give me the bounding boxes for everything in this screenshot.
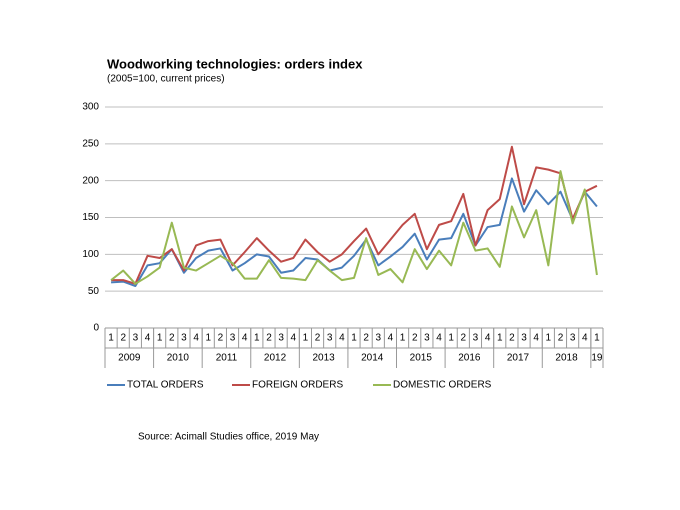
series-line: [111, 145, 598, 285]
x-tick-label: 2: [315, 333, 321, 344]
x-tick-label: 1: [157, 333, 163, 344]
year-label: 2011: [216, 353, 238, 364]
x-tick-label: 3: [278, 333, 284, 344]
x-tick-label: 3: [473, 333, 479, 344]
x-tick-label: 3: [376, 333, 382, 344]
year-label: 2009: [118, 353, 141, 364]
series-line: [111, 177, 598, 288]
x-tick-label: 2: [363, 333, 369, 344]
x-tick-label: 3: [230, 333, 236, 344]
x-tick-label: 4: [533, 333, 539, 344]
x-tick-label: 4: [485, 333, 491, 344]
y-tick-label: 250: [82, 138, 99, 149]
x-tick-label: 1: [497, 333, 503, 344]
x-tick-label: 1: [254, 333, 260, 344]
chart-title: Woodworking technologies: orders index: [107, 56, 363, 71]
x-tick-label: 2: [169, 333, 175, 344]
source-note: Source: Acimall Studies office, 2019 May: [138, 432, 319, 443]
y-tick-label: 0: [93, 323, 99, 334]
y-tick-label: 150: [82, 212, 99, 223]
x-tick-label: 1: [594, 333, 600, 344]
y-tick-label: 50: [88, 286, 100, 297]
chart-subtitle: (2005=100, current prices): [107, 74, 225, 85]
x-tick-label: 3: [327, 333, 333, 344]
x-tick-label: 2: [412, 333, 418, 344]
x-tick-label: 1: [400, 333, 406, 344]
x-tick-label: 4: [145, 333, 151, 344]
year-label: 2018: [555, 353, 578, 364]
legend-label: TOTAL ORDERS: [127, 380, 204, 391]
year-label: 2012: [264, 353, 287, 364]
x-tick-label: 4: [193, 333, 199, 344]
year-label: 2010: [167, 353, 190, 364]
x-tick-label: 3: [521, 333, 527, 344]
year-label: 2013: [313, 353, 336, 364]
x-tick-label: 1: [108, 333, 114, 344]
x-tick-label: 3: [133, 333, 139, 344]
x-tick-label: 4: [290, 333, 296, 344]
x-tick-label: 3: [570, 333, 576, 344]
x-tick-label: 2: [509, 333, 515, 344]
x-tick-label: 2: [558, 333, 564, 344]
legend-label: DOMESTIC ORDERS: [393, 380, 492, 391]
x-tick-label: 1: [546, 333, 552, 344]
legend-label: FOREIGN ORDERS: [252, 380, 343, 391]
x-tick-label: 4: [242, 333, 248, 344]
y-tick-label: 100: [82, 249, 99, 260]
year-label: 2017: [507, 353, 530, 364]
x-tick-label: 1: [205, 333, 211, 344]
series-line: [110, 170, 598, 285]
x-tick-label: 1: [351, 333, 357, 344]
x-tick-label: 3: [181, 333, 187, 344]
x-tick-label: 3: [424, 333, 430, 344]
x-tick-label: 2: [266, 333, 272, 344]
y-tick-label: 300: [82, 102, 99, 113]
year-label: 2015: [410, 353, 433, 364]
x-tick-label: 2: [461, 333, 467, 344]
x-tick-label: 2: [120, 333, 126, 344]
x-tick-label: 4: [388, 333, 394, 344]
year-label: 2016: [458, 353, 481, 364]
x-tick-label: 1: [448, 333, 454, 344]
x-tick-label: 4: [582, 333, 588, 344]
year-label: 2014: [361, 353, 384, 364]
x-tick-label: 4: [436, 333, 442, 344]
x-tick-label: 2: [218, 333, 224, 344]
x-tick-label: 4: [339, 333, 345, 344]
year-label: 19: [591, 353, 603, 364]
y-tick-label: 200: [82, 175, 99, 186]
x-tick-label: 1: [303, 333, 309, 344]
